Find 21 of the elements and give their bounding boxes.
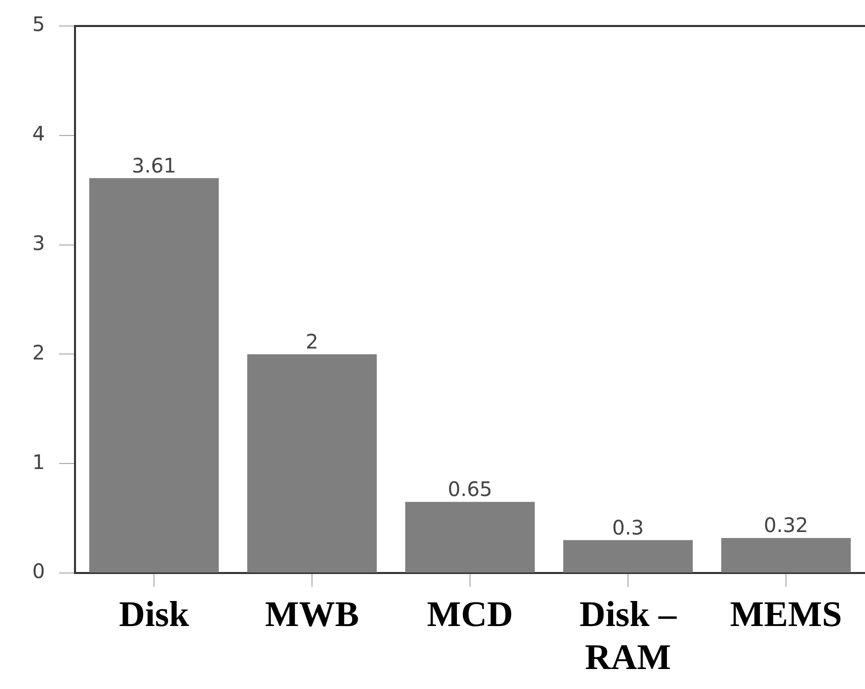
- data-label: 0.3: [612, 515, 644, 540]
- bar: [405, 502, 535, 572]
- data-label: 0.32: [764, 513, 808, 538]
- x-tick-label: Disk – RAM: [579, 594, 678, 678]
- data-label: 3.61: [132, 153, 176, 178]
- bar: [89, 178, 219, 572]
- data-label: 2: [306, 329, 318, 354]
- bar: [247, 354, 377, 572]
- x-tick-label: MCD: [427, 594, 513, 634]
- x-tick-label: MEMS: [730, 594, 842, 634]
- y-tick-label: 0: [32, 559, 45, 584]
- y-tick-label: 3: [32, 231, 45, 256]
- y-tick-label: 1: [32, 450, 45, 474]
- x-tick-label: Disk: [118, 594, 190, 634]
- bar: [721, 538, 851, 572]
- x-tick-label: MWB: [265, 594, 359, 634]
- y-tick-label: 4: [32, 122, 45, 146]
- data-label: 0.65: [448, 477, 492, 502]
- y-tick-label: 5: [32, 12, 45, 36]
- bar: [563, 540, 693, 572]
- y-tick-label: 2: [32, 340, 45, 364]
